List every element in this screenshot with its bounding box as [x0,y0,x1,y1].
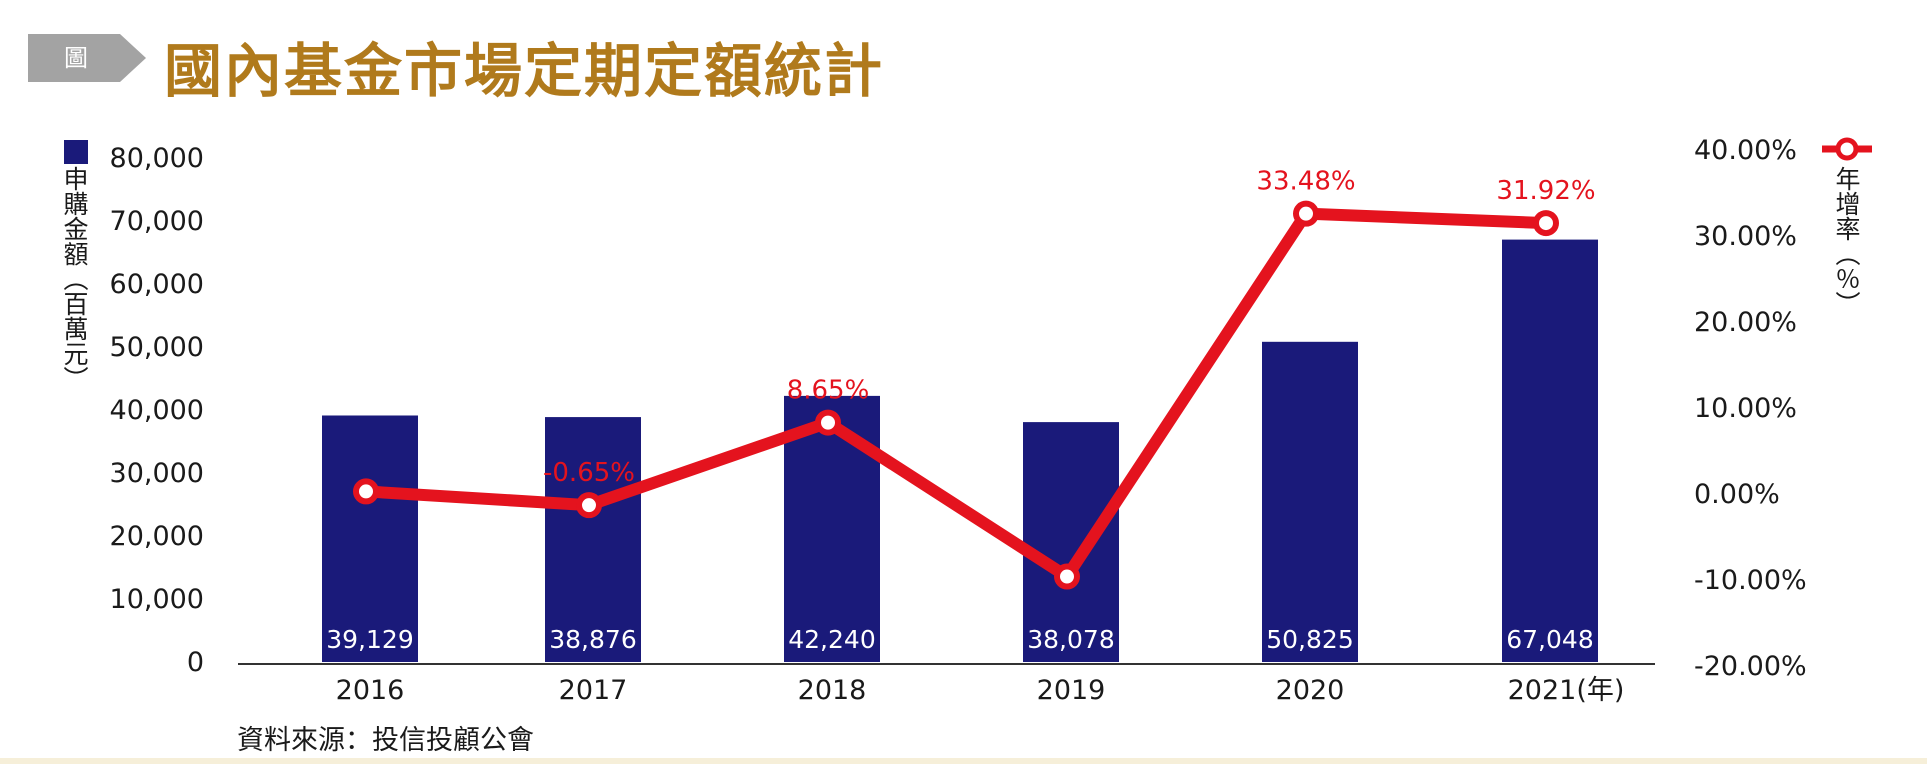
growth-rate-point-5 [1533,210,1559,237]
growth-rate-label-1: -0.65% [543,458,635,488]
y-right-tick-label-4: 20.00% [1694,307,1797,338]
y-left-tick-label-3: 30,000 [110,458,204,489]
bar-value-label-3: 38,078 [1027,625,1114,654]
bar-5 [1502,239,1598,662]
y-left-tick-label-1: 10,000 [110,584,204,615]
y-left-tick-label-0: 0 [187,647,204,678]
x-tick-label-3: 2019 [1037,675,1106,706]
y-left-tick-label-4: 40,000 [110,395,204,426]
y-left-tick-label-7: 70,000 [110,206,204,237]
y-left-axis-title: 申購金額（百萬元） [60,166,89,391]
page-title: 國內基金市場定期定額統計 [164,37,885,105]
legend-line-swatch [1822,137,1872,161]
y-right-axis-title: 年增率（％） [1832,166,1861,316]
growth-rate-label-2: 8.65% [787,376,870,406]
bottom-band [0,758,1927,764]
growth-rate-point-1 [576,492,602,519]
x-tick-label-1: 2017 [559,675,628,706]
bar-value-label-4: 50,825 [1266,625,1353,654]
x-tick-label-4: 2020 [1276,675,1345,706]
x-tick-label-5: 2021(年) [1508,675,1625,706]
bar-value-label-1: 38,876 [549,625,636,654]
bar-value-label-2: 42,240 [788,625,875,654]
y-right-tick-label-1: -10.00% [1694,565,1807,596]
growth-rate-label-4: 33.48% [1256,167,1355,197]
bar-1 [545,417,641,662]
source-note: 資料來源：投信投顧公會 [237,725,534,756]
y-left-tick-label-8: 80,000 [110,143,204,174]
y-right-tick-label-3: 10.00% [1694,393,1797,424]
growth-rate-point-3 [1054,563,1080,590]
bar-value-label-5: 67,048 [1506,625,1593,654]
x-tick-label-2: 2018 [798,675,867,706]
growth-rate-point-4 [1293,200,1319,227]
growth-rate-line [360,207,1552,583]
figure-tag: 圖 [28,34,146,82]
y-left-tick-label-2: 20,000 [110,521,204,552]
bars-layer: 39,129 38,876 42,240 38,078 50,825 67,048 [322,239,1598,662]
axis-layer: 2016 2017 2018 2019 2020 2021(年) 0 10,000 20,000… [110,135,1807,706]
legend-bar-swatch [64,140,88,164]
bar-value-label-0: 39,129 [326,625,413,654]
y-right-tick-label-5: 30.00% [1694,221,1797,252]
bar-0 [322,415,418,662]
y-right-tick-label-2: 0.00% [1694,479,1780,510]
growth-rate-label-5: 31.92% [1496,176,1595,206]
y-left-tick-label-6: 60,000 [110,269,204,300]
growth-rate-point-2 [815,409,841,436]
y-right-tick-label-0: -20.00% [1694,651,1807,682]
y-left-tick-label-5: 50,000 [110,332,204,363]
bar-4 [1262,341,1358,662]
growth-rate-point-0 [353,478,379,505]
bar-3 [1023,422,1119,662]
x-tick-label-0: 2016 [336,675,405,706]
line-layer: -0.65% 8.65% 33.48% 31.92% [353,167,1596,590]
figure-tag-arrow [28,34,146,82]
y-right-tick-label-6: 40.00% [1694,135,1797,166]
figure-tag-label: 圖 [64,44,88,72]
